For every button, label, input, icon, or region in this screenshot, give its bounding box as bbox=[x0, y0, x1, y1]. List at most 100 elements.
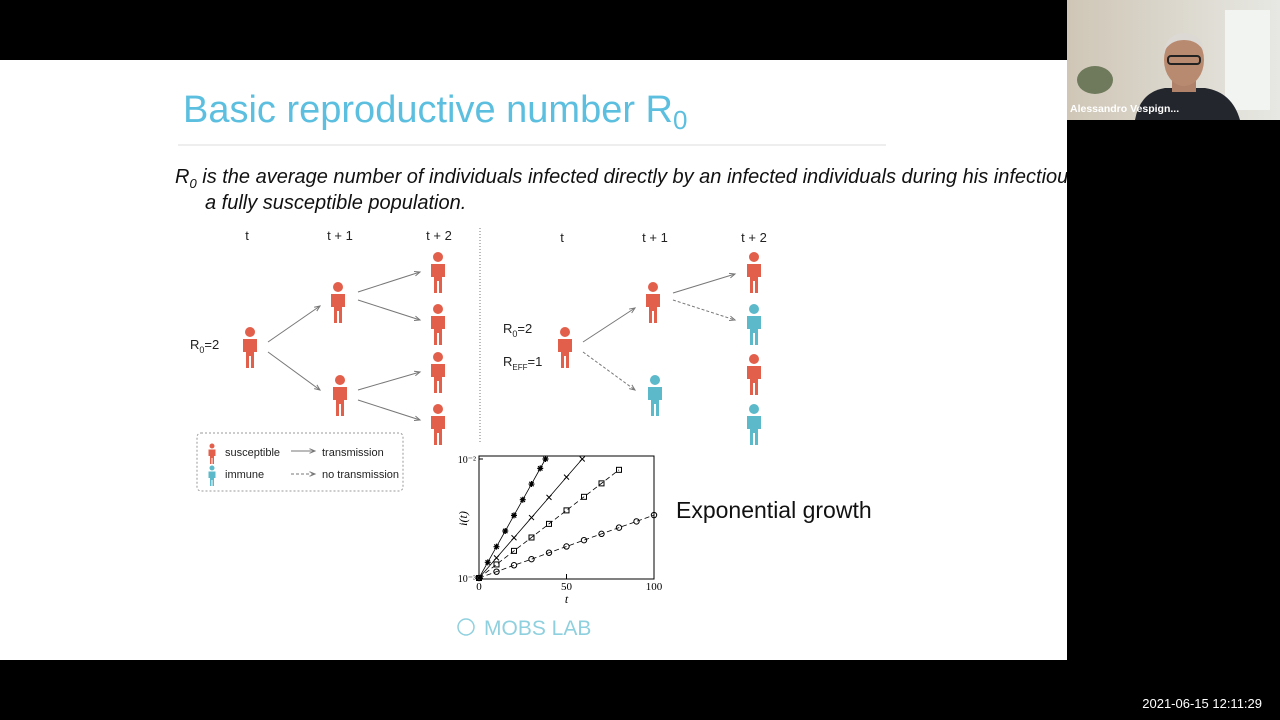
arrow-head bbox=[413, 370, 422, 377]
reff-subscript: EFF bbox=[512, 363, 527, 372]
data-point bbox=[493, 554, 500, 561]
arrow-head bbox=[314, 305, 322, 312]
title-text: Basic reproductive number R bbox=[183, 89, 673, 131]
data-point bbox=[580, 536, 588, 544]
data-point bbox=[633, 518, 640, 525]
timestamp: 2021-06-15 12:11:29 bbox=[1142, 696, 1262, 711]
data-point bbox=[616, 466, 622, 473]
data-point bbox=[528, 514, 535, 521]
arrow-head bbox=[413, 270, 422, 277]
data-point bbox=[537, 465, 544, 472]
y-tick-label: 10⁻³ bbox=[458, 574, 476, 585]
data-point bbox=[528, 534, 535, 541]
transmission-arrow bbox=[357, 399, 421, 421]
arrow-head bbox=[728, 272, 737, 279]
x-tick-label: 100 bbox=[646, 581, 663, 593]
person-head bbox=[209, 465, 215, 471]
data-point bbox=[545, 549, 553, 556]
person-body bbox=[747, 316, 761, 345]
data-point bbox=[519, 496, 526, 503]
person-head bbox=[333, 282, 343, 292]
participant-name: Alessandro Vespign... bbox=[1070, 103, 1179, 115]
data-point bbox=[484, 559, 491, 566]
arrow-head bbox=[629, 384, 637, 391]
reff-value: =1 bbox=[528, 354, 543, 369]
data-point bbox=[598, 530, 605, 538]
x-axis-label: t bbox=[565, 592, 569, 606]
definition-text: a fully susceptible population. bbox=[205, 192, 466, 214]
r0-label: R0=2 bbox=[190, 337, 219, 355]
legend-text: no transmission bbox=[322, 469, 399, 481]
title-subscript: 0 bbox=[673, 105, 687, 135]
transmission-arrow bbox=[582, 307, 636, 343]
person-head bbox=[209, 443, 215, 449]
slide-title: Basic reproductive number R0 bbox=[183, 89, 687, 135]
data-point bbox=[511, 547, 517, 554]
reff-symbol: R bbox=[503, 354, 512, 369]
legend-text: transmission bbox=[322, 447, 384, 459]
arrow-head bbox=[629, 307, 637, 314]
legend-text: susceptible bbox=[225, 447, 280, 459]
glasses bbox=[1167, 55, 1201, 65]
person-head bbox=[335, 375, 345, 385]
r0-symbol: R bbox=[503, 321, 512, 336]
data-point bbox=[563, 543, 570, 550]
r0-value: =2 bbox=[517, 321, 532, 336]
transmission-arrow bbox=[267, 305, 321, 343]
transmission-arrow bbox=[672, 273, 736, 294]
logo: MOBS LAB bbox=[484, 617, 591, 640]
transmission-arrow bbox=[357, 299, 421, 321]
time-label: t + 2 bbox=[426, 228, 452, 243]
caption: Exponential growth bbox=[676, 497, 872, 523]
data-point bbox=[581, 493, 587, 500]
speaker-head bbox=[1164, 34, 1204, 86]
data-point bbox=[546, 494, 552, 501]
webcam-tile: Alessandro Vespign... bbox=[1067, 0, 1280, 120]
person-body bbox=[431, 416, 445, 445]
data-point bbox=[615, 524, 623, 531]
y-tick-label: 10⁻² bbox=[458, 455, 476, 466]
time-label: t bbox=[560, 230, 564, 245]
x-tick-label: 50 bbox=[561, 581, 573, 593]
legend-box bbox=[196, 432, 404, 492]
data-point bbox=[502, 527, 509, 534]
r0-value: =2 bbox=[204, 337, 219, 352]
person-body bbox=[646, 294, 660, 323]
data-point bbox=[493, 543, 500, 550]
arrow-head bbox=[309, 448, 317, 454]
person-head bbox=[433, 404, 443, 414]
definition-line: R0 is the average number of individuals … bbox=[175, 166, 1166, 191]
r0-subscript: 0 bbox=[512, 329, 517, 339]
time-label: t + 1 bbox=[327, 228, 353, 243]
data-point bbox=[598, 480, 605, 487]
arrow-head bbox=[413, 415, 422, 422]
speaker-body bbox=[1135, 88, 1240, 120]
data-point bbox=[510, 562, 518, 569]
person-body bbox=[558, 339, 572, 368]
person-head bbox=[749, 252, 759, 262]
r0-subscript: 0 bbox=[199, 345, 204, 355]
person-body bbox=[747, 366, 761, 395]
series-line bbox=[478, 514, 655, 579]
plot-frame bbox=[478, 455, 655, 580]
arrow-head bbox=[728, 315, 737, 322]
person-body bbox=[243, 339, 257, 368]
definition-text: is the average number of individuals inf… bbox=[197, 166, 1166, 188]
person-body bbox=[331, 294, 345, 323]
r0-label: R0=2 bbox=[503, 321, 532, 339]
r0-symbol: R bbox=[190, 337, 199, 352]
data-point bbox=[511, 512, 517, 519]
data-point bbox=[563, 474, 570, 480]
data-point bbox=[493, 568, 500, 575]
x-tick-label: 0 bbox=[476, 581, 482, 593]
data-point bbox=[493, 561, 500, 568]
definition-symbol: R bbox=[175, 166, 189, 188]
person-head bbox=[749, 404, 759, 414]
person-head bbox=[560, 327, 570, 337]
speaker-hair bbox=[1164, 33, 1204, 52]
arrow-head bbox=[413, 315, 422, 322]
y-axis-label: i(t) bbox=[456, 511, 470, 526]
person-body bbox=[747, 264, 761, 293]
person-head bbox=[650, 375, 660, 385]
